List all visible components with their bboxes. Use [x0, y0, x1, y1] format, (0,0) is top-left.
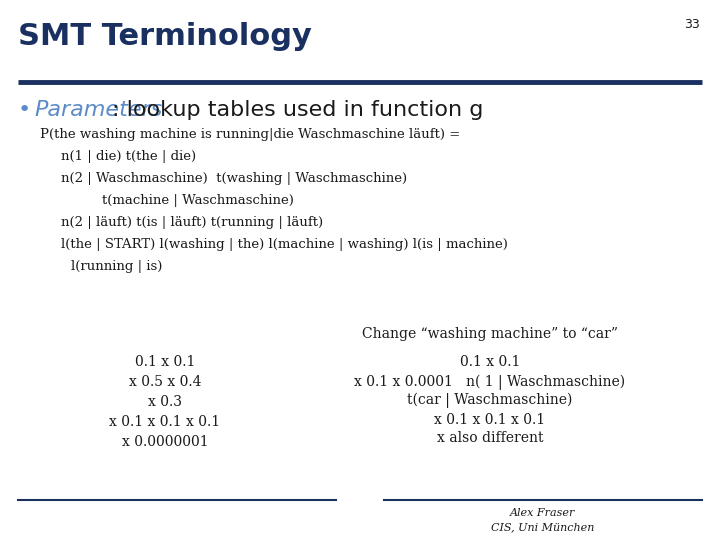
Text: 0.1 x 0.1: 0.1 x 0.1 — [135, 355, 195, 369]
Text: l(the | START) l(washing | the) l(machine | washing) l(is | machine): l(the | START) l(washing | the) l(machin… — [60, 238, 508, 251]
Text: x 0.1 x 0.1 x 0.1: x 0.1 x 0.1 x 0.1 — [109, 415, 220, 429]
Text: t(car | Waschmaschine): t(car | Waschmaschine) — [408, 393, 572, 408]
Text: l(running | is): l(running | is) — [71, 260, 163, 273]
Text: SMT Terminology: SMT Terminology — [18, 22, 312, 51]
Text: Parameters: Parameters — [34, 100, 163, 120]
Text: 33: 33 — [684, 18, 700, 31]
Text: x 0.1 x 0.1 x 0.1: x 0.1 x 0.1 x 0.1 — [434, 413, 546, 427]
Text: •: • — [18, 100, 31, 120]
Text: x also different: x also different — [437, 431, 544, 445]
Text: n(1 | die) t(the | die): n(1 | die) t(the | die) — [60, 150, 196, 163]
Text: x 0.1 x 0.0001   n( 1 | Waschmaschine): x 0.1 x 0.0001 n( 1 | Waschmaschine) — [354, 375, 626, 390]
Text: t(machine | Waschmaschine): t(machine | Waschmaschine) — [102, 194, 294, 207]
Text: : lookup tables used in function g: : lookup tables used in function g — [112, 100, 483, 120]
Text: x 0.5 x 0.4: x 0.5 x 0.4 — [129, 375, 202, 389]
Text: 0.1 x 0.1: 0.1 x 0.1 — [460, 355, 520, 369]
Text: x 0.0000001: x 0.0000001 — [122, 435, 208, 449]
Text: n(2 | Waschmaschine)  t(washing | Waschmaschine): n(2 | Waschmaschine) t(washing | Waschma… — [60, 172, 407, 185]
Text: n(2 | läuft) t(is | läuft) t(running | läuft): n(2 | läuft) t(is | läuft) t(running | l… — [60, 216, 323, 229]
Text: CIS, Uni München: CIS, Uni München — [491, 522, 595, 532]
Text: x 0.3: x 0.3 — [148, 395, 182, 409]
Text: Change “washing machine” to “car”: Change “washing machine” to “car” — [362, 327, 618, 341]
Text: P(the washing machine is running|die Waschmaschine läuft) =: P(the washing machine is running|die Was… — [40, 128, 460, 141]
Text: Alex Fraser: Alex Fraser — [510, 508, 576, 518]
